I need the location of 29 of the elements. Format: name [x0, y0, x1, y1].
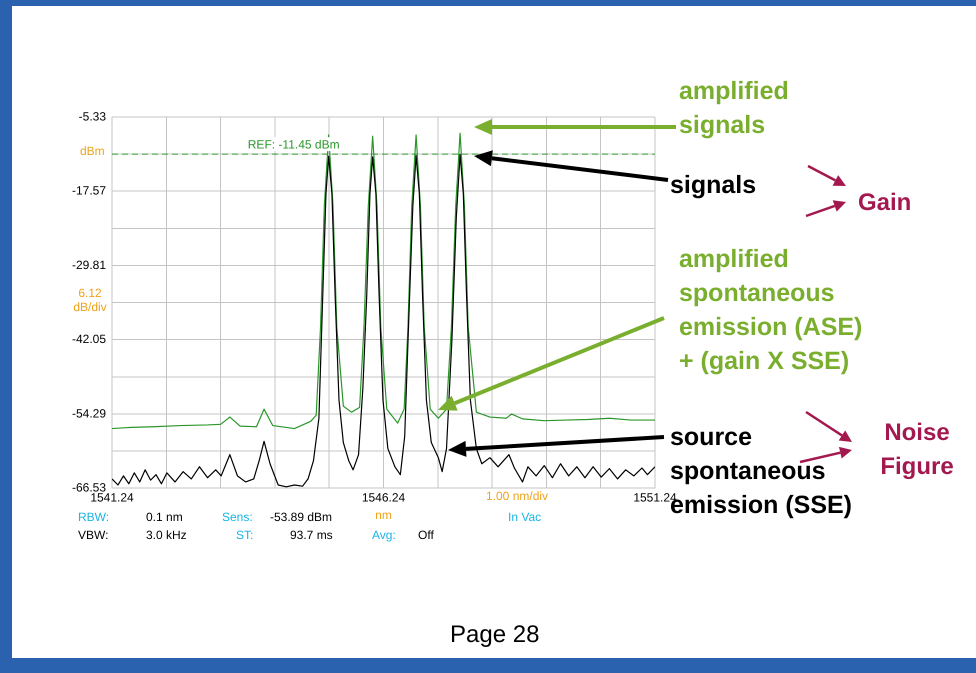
text: Noise Figure [879, 418, 955, 482]
y-tick-label: -42.05 [72, 332, 106, 346]
text: VBW: [78, 528, 110, 542]
text: 93.7 ms [290, 528, 334, 542]
text: amplified signals [679, 76, 790, 141]
text: signals [670, 170, 758, 201]
text: 6.12 dB/div [72, 286, 108, 314]
text: Page 28 [450, 620, 540, 650]
y-tick-label: -5.33 [78, 109, 106, 124]
text: 1.00 nm/div [486, 489, 550, 503]
y-axis-title: dBm [80, 144, 105, 158]
y-tick-label: -17.57 [72, 184, 106, 198]
text: -53.89 dBm [270, 510, 334, 524]
text: Off [418, 528, 435, 542]
ref-line-label: REF: -11.45 dBm [248, 137, 340, 152]
text: 3.0 kHz [146, 528, 188, 542]
x-tick-label: 1546.24 [362, 490, 406, 505]
text: 0.1 nm [146, 510, 184, 524]
text: In Vac [508, 510, 542, 524]
y-tick-label: -29.81 [72, 258, 106, 272]
text: Avg: [372, 528, 397, 542]
x-tick-label: 1541.24 [90, 490, 134, 505]
text: Sens: [222, 510, 253, 524]
y-tick-label: -54.29 [72, 406, 106, 420]
x-axis-title: nm [375, 508, 392, 522]
text: amplified spontaneous emission (ASE) + (gain X SSE) [679, 244, 864, 377]
text: RBW: [78, 510, 110, 524]
text: Gain [858, 188, 912, 218]
text: ST: [236, 528, 254, 542]
